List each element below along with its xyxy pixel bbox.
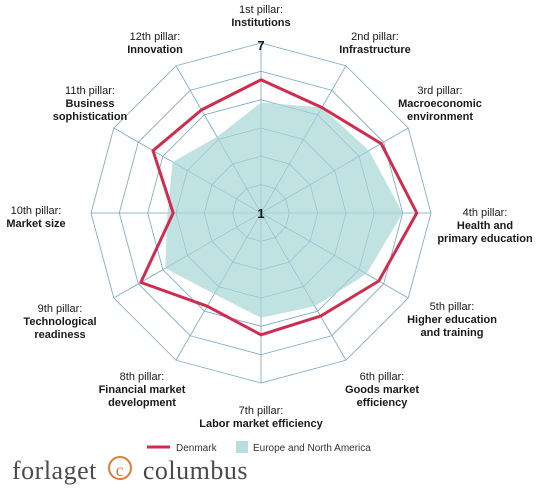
axis-label-name: environment xyxy=(407,111,473,123)
grid-ring-overlay xyxy=(175,127,347,299)
legend-label-europe-north-america: Europe and North America xyxy=(253,443,371,454)
axis-label-prefix: 6th pillar: xyxy=(360,371,405,383)
copyright-icon: c xyxy=(107,456,132,480)
tick-label-min: 1 xyxy=(257,206,264,221)
grid-ring-overlay xyxy=(147,99,375,327)
axis-label-prefix: 7th pillar: xyxy=(239,405,284,417)
axis-label-name: Health and xyxy=(457,220,513,232)
chart-series xyxy=(90,42,432,384)
tick-labels: 71 xyxy=(257,38,264,221)
axis-label-name: Infrastructure xyxy=(339,44,411,56)
axis-label-name: Innovation xyxy=(127,44,183,56)
publisher-name-right: columbus xyxy=(142,456,248,485)
axis-label-name: efficiency xyxy=(357,397,409,409)
axis-label: 8th pillar: Financial market development xyxy=(99,371,186,409)
series-line-denmark xyxy=(139,78,419,337)
series-area-europe-north-america xyxy=(165,102,403,318)
axis-label-prefix: 5th pillar: xyxy=(430,301,475,313)
axis-label-name: Technological xyxy=(23,316,96,328)
axis-label-name: Goods market xyxy=(345,384,419,396)
axis-label: 9th pillar: Technological readiness xyxy=(23,303,96,341)
grid-ring-overlay xyxy=(203,155,319,271)
axis-label-name: Business xyxy=(66,98,115,110)
axis-label-name: primary education xyxy=(437,233,533,245)
tick-label-max: 7 xyxy=(257,38,264,53)
axis-label-name: Higher education xyxy=(407,314,497,326)
publisher-name-left: forlaget xyxy=(12,456,97,485)
axis-label-name: development xyxy=(108,397,176,409)
axis-label: 6th pillar: Goods market efficiency xyxy=(345,371,419,409)
axis-labels: 1st pillar: Institutions 2nd pillar: Infras… xyxy=(6,4,533,430)
axis-label: 12th pillar: Innovation xyxy=(127,31,183,56)
axis-label-name: sophistication xyxy=(53,111,128,123)
axis-label-prefix: 9th pillar: xyxy=(38,303,83,315)
grid-ring-overlay xyxy=(118,70,404,356)
axis-label-prefix: 12th pillar: xyxy=(130,31,181,43)
legend-swatch-europe-north-america xyxy=(236,441,248,453)
axis-label: 2nd pillar: Infrastructure xyxy=(339,31,411,56)
publisher-logo: forlaget c columbus xyxy=(12,456,248,486)
axis-label-prefix: 11th pillar: xyxy=(65,85,115,97)
legend-label-denmark: Denmark xyxy=(176,443,218,454)
axis-label-name: readiness xyxy=(34,329,85,341)
axis-label-prefix: 3rd pillar: xyxy=(417,85,462,97)
axis-label: 11th pillar: Business sophistication xyxy=(53,85,128,123)
chart-legend: Denmark Europe and North America xyxy=(147,441,371,454)
axis-label-name: and training xyxy=(421,327,484,339)
axis-label: 1st pillar: Institutions xyxy=(231,4,290,29)
axis-label-name: Financial market xyxy=(99,384,186,396)
axis-label-prefix: 1st pillar: xyxy=(239,4,283,16)
axis-label-prefix: 10th pillar: xyxy=(11,205,62,217)
axis-label-prefix: 2nd pillar: xyxy=(351,31,399,43)
axis-label: 4th pillar: Health and primary education xyxy=(437,207,533,245)
axis-label-name: Institutions xyxy=(231,17,290,29)
axis-label-name: Macroeconomic xyxy=(398,98,482,110)
axis-label: 3rd pillar: Macroeconomic environment xyxy=(398,85,482,123)
axis-label: 5th pillar: Higher education and training xyxy=(407,301,497,339)
axis-label-name: Labor market efficiency xyxy=(199,418,323,430)
grid-ring-overlay xyxy=(232,184,290,242)
axis-label: 10th pillar: Market size xyxy=(6,205,65,230)
axis-label-prefix: 4th pillar: xyxy=(463,207,508,219)
axis-label: 7th pillar: Labor market efficiency xyxy=(199,405,323,430)
axis-label-name: Market size xyxy=(6,218,65,230)
grid-ring-overlay xyxy=(90,42,432,384)
axis-label-prefix: 8th pillar: xyxy=(120,371,165,383)
